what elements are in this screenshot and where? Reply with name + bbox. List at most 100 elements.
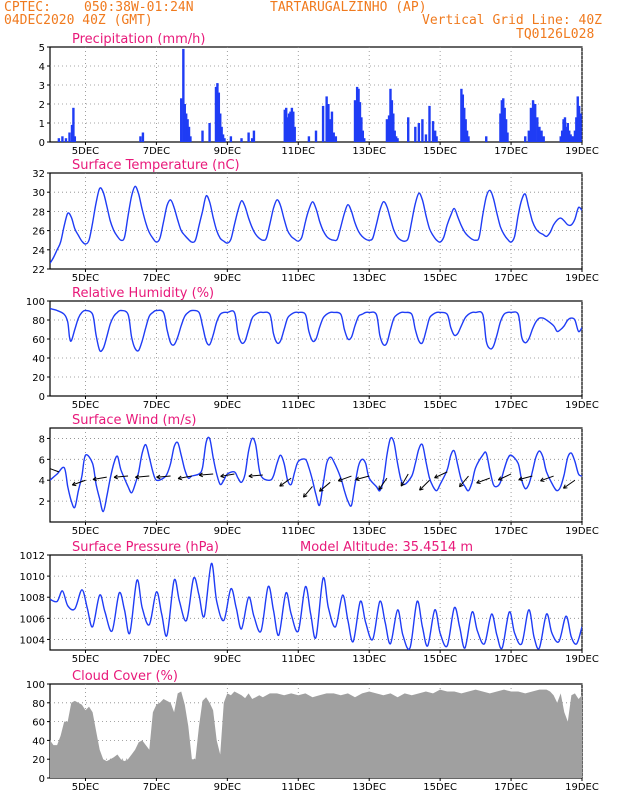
wind-arrow [302, 486, 313, 498]
precip-xtick-label: 19DEC [565, 146, 599, 157]
wind-ytick-label: 8 [39, 434, 45, 445]
temp-ytick-label: 24 [32, 246, 45, 257]
precip-bar [214, 86, 218, 142]
wind-arrow-head [198, 474, 204, 478]
wind-arrow-head [400, 483, 405, 487]
pres-xtick-label: 13DEC [352, 654, 386, 665]
wind-arrow-shaft [72, 479, 86, 486]
cloud-area [50, 689, 582, 778]
precip-bar [353, 100, 357, 142]
wind-arrow [177, 475, 192, 481]
precip-bar [330, 111, 334, 142]
cloud-xtick-label: 17DEC [494, 782, 528, 793]
precip-bar [467, 136, 470, 142]
temp-ytick-label: 22 [32, 265, 45, 276]
pres-xtick-label: 7DEC [143, 654, 170, 665]
precip-bar [531, 100, 535, 142]
precip-bar [247, 132, 250, 142]
precip-bar [240, 138, 243, 142]
precip-bar [216, 83, 219, 142]
precip-bar [285, 107, 288, 142]
wind-arrow-head [135, 476, 140, 480]
precip-title: Precipitation (mm/h) [72, 32, 205, 47]
pres-xtick-label: 11DEC [281, 654, 315, 665]
wind-arrow-shaft [355, 475, 370, 481]
precip-bar [334, 136, 338, 142]
precip-xtick-label: 17DEC [494, 146, 528, 157]
wind-arrow-head [302, 493, 305, 498]
precip-bar [417, 123, 421, 142]
precip-bar [538, 126, 541, 142]
rh-ytick-label: 100 [26, 297, 45, 308]
wind-arrow [400, 473, 409, 487]
pres-xtick-label: 9DEC [214, 654, 241, 665]
temp-xtick-label: 9DEC [214, 273, 241, 284]
temp-xtick-label: 17DEC [494, 273, 528, 284]
precip-ytick-label: 5 [39, 43, 45, 54]
rh-ytick-label: 20 [32, 373, 45, 384]
wind-ytick-label: 6 [39, 455, 45, 466]
rh-xtick-label: 7DEC [143, 400, 170, 411]
precip-bar [139, 136, 142, 142]
rh-ytick-label: 40 [32, 354, 45, 365]
temp-xtick-label: 13DEC [352, 273, 386, 284]
precip-bar [219, 113, 222, 142]
precip-bar [568, 130, 571, 142]
precip-bar [332, 132, 335, 142]
wind-arrow-head [540, 477, 544, 482]
wind-arrow-shaft [303, 486, 313, 498]
wind-arrow-head [319, 490, 324, 492]
precip-xtick-label: 9DEC [214, 146, 241, 157]
pres-xtick-label: 19DEC [565, 654, 599, 665]
precip-bar [201, 130, 204, 142]
pres-xtick-label: 15DEC [423, 654, 457, 665]
precip-bar [424, 134, 428, 142]
wind-arrow-shaft [248, 474, 263, 477]
pres-frame [49, 554, 583, 651]
precip-bar [536, 117, 539, 142]
wind-xtick-label: 7DEC [143, 526, 170, 537]
wind-xtick-label: 5DEC [72, 526, 99, 537]
wind-arrow-shaft [400, 473, 409, 487]
precip-bar [292, 111, 295, 142]
precip-bar [560, 130, 564, 142]
precip-bar [500, 100, 504, 142]
temp-line [50, 185, 582, 264]
temp-xtick-label: 15DEC [423, 273, 457, 284]
precip-bar [394, 136, 398, 142]
wind-arrow-shaft [459, 475, 469, 488]
pres-ytick-label: 1010 [20, 572, 45, 583]
precip-ytick-label: 0 [39, 138, 45, 149]
precip-bar [250, 138, 254, 142]
precip-xtick-label: 5DEC [72, 146, 99, 157]
wind-arrow-shaft [419, 479, 430, 491]
rh-ytick-label: 60 [32, 335, 45, 346]
cloud-xtick-label: 9DEC [214, 782, 241, 793]
wind-arrow [378, 477, 388, 491]
precip-bar [529, 107, 533, 142]
precip-bar [61, 136, 64, 142]
precip-bar [465, 130, 469, 142]
precip-bar [223, 138, 226, 142]
precip-bar [187, 126, 191, 142]
location-label: TARTARUGALZINHO (AP) [270, 0, 427, 15]
wind-arrow-shaft [338, 475, 352, 482]
precip-bar [575, 117, 578, 142]
wind-arrow [220, 473, 235, 479]
rh-xtick-label: 9DEC [214, 400, 241, 411]
precip-bar [562, 119, 565, 142]
precip-bar [502, 98, 505, 142]
precip-bar [361, 130, 365, 142]
wind-arrow-head [540, 480, 545, 482]
pres-series [50, 562, 582, 650]
precip-bar [396, 138, 399, 142]
wind-arrow-head [318, 487, 322, 492]
wind-arrow [337, 475, 352, 482]
wind-arrow-shaft [114, 475, 129, 478]
precip-bar [229, 136, 233, 142]
precip-bar [533, 104, 537, 142]
wind-arrow-head [113, 476, 118, 480]
wind-arrow-head [279, 482, 282, 487]
wind-arrow [355, 475, 370, 482]
cloud-xtick-label: 19DEC [565, 782, 599, 793]
